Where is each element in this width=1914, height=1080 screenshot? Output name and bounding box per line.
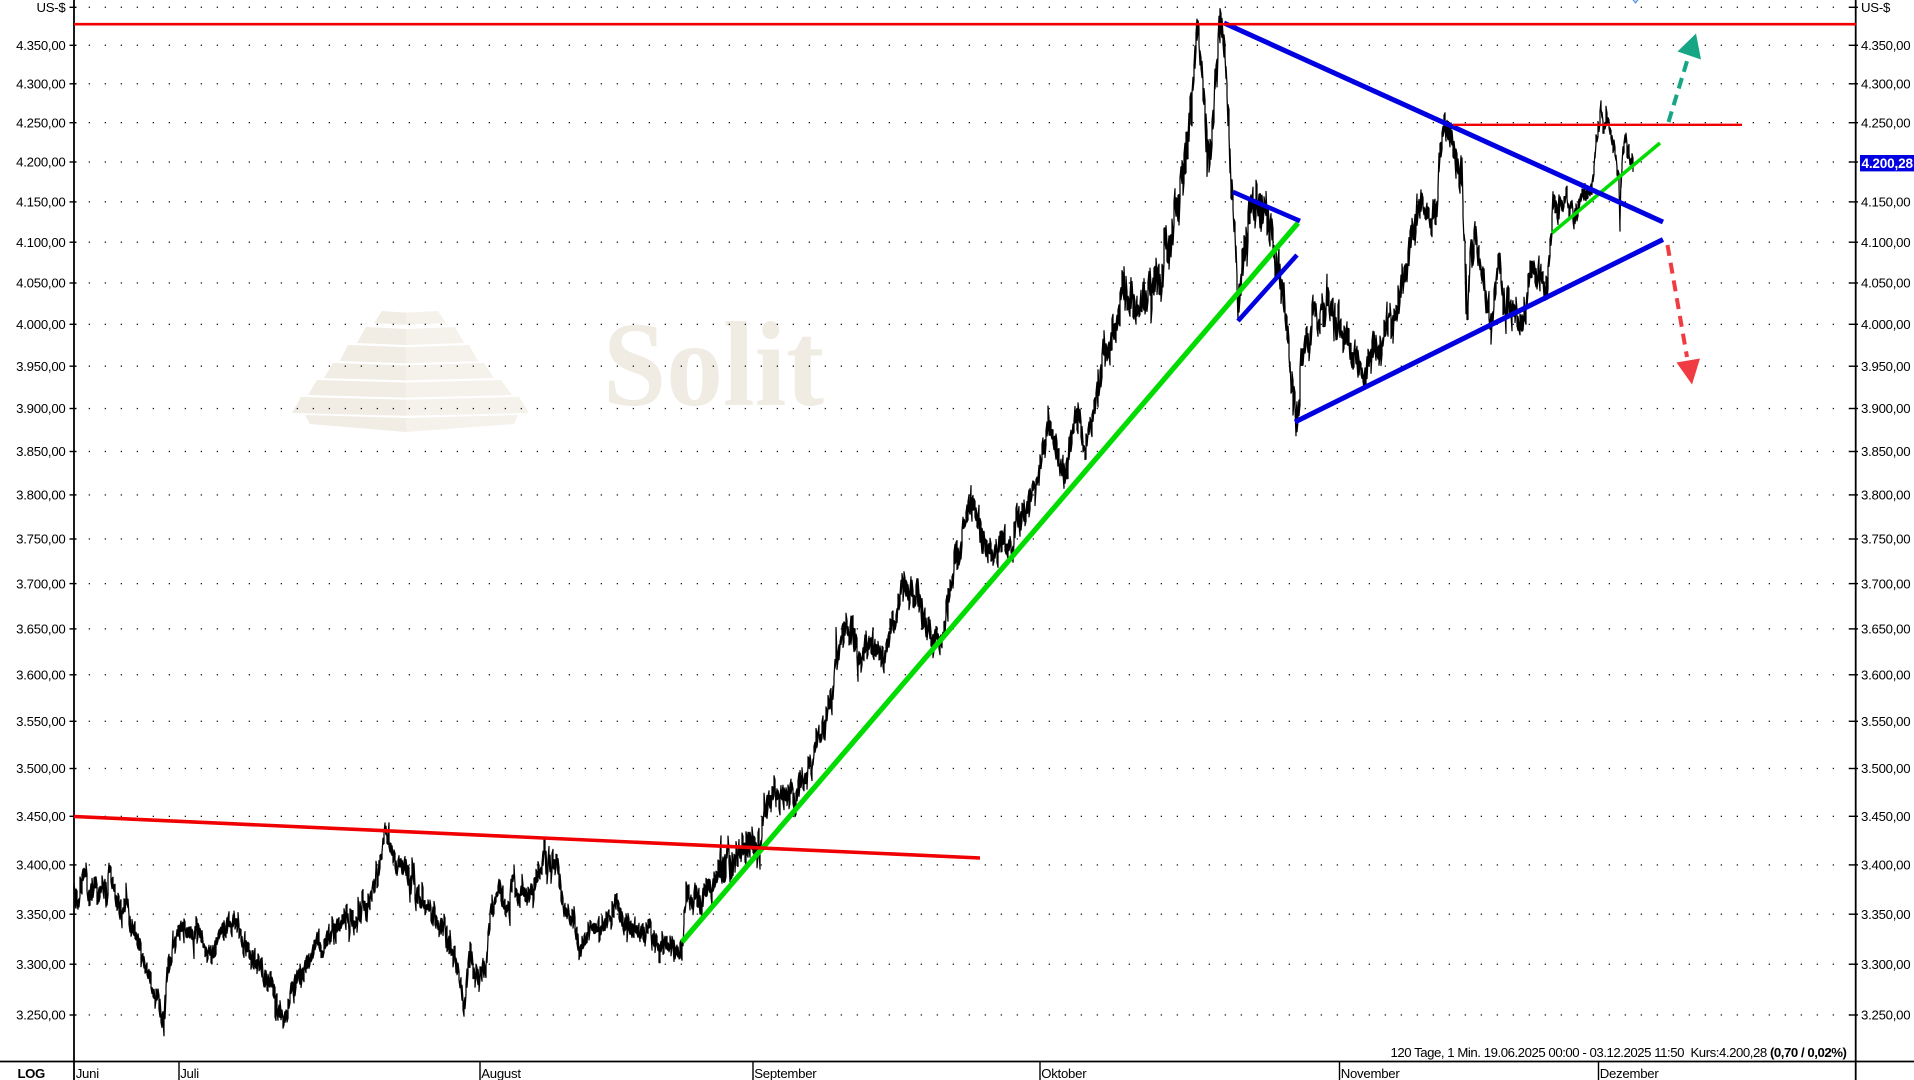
svg-text:4.200,00: 4.200,00 xyxy=(16,155,65,170)
svg-text:4.050,00: 4.050,00 xyxy=(1861,276,1910,291)
svg-text:3.700,00: 3.700,00 xyxy=(16,576,65,591)
svg-text:Dezember: Dezember xyxy=(1600,1066,1660,1080)
svg-text:4.350,00: 4.350,00 xyxy=(16,38,65,53)
svg-text:3.900,00: 3.900,00 xyxy=(16,401,65,416)
svg-text:3.850,00: 3.850,00 xyxy=(1861,444,1910,459)
svg-text:3.500,00: 3.500,00 xyxy=(16,761,65,776)
svg-text:3.450,00: 3.450,00 xyxy=(1861,809,1910,824)
svg-text:4.150,00: 4.150,00 xyxy=(16,195,65,210)
svg-text:3.950,00: 3.950,00 xyxy=(16,359,65,374)
svg-text:November: November xyxy=(1341,1066,1401,1080)
svg-text:September: September xyxy=(754,1066,817,1080)
svg-text:US-$: US-$ xyxy=(36,0,66,15)
svg-text:3.900,00: 3.900,00 xyxy=(1861,401,1910,416)
svg-text:3.550,00: 3.550,00 xyxy=(16,714,65,729)
svg-text:3.800,00: 3.800,00 xyxy=(16,488,65,503)
svg-text:3.250,00: 3.250,00 xyxy=(1861,1008,1910,1023)
svg-text:120 Tage, 1 Min. 19.06.2025 00: 120 Tage, 1 Min. 19.06.2025 00:00 - 03.1… xyxy=(1390,1045,1846,1060)
svg-text:3.300,00: 3.300,00 xyxy=(16,957,65,972)
svg-text:4.150,00: 4.150,00 xyxy=(1861,195,1910,210)
svg-text:LOG: LOG xyxy=(18,1066,46,1080)
svg-text:4.250,00: 4.250,00 xyxy=(16,115,65,130)
svg-text:4.000,00: 4.000,00 xyxy=(1861,317,1910,332)
svg-text:3.500,00: 3.500,00 xyxy=(1861,761,1910,776)
svg-text:4.300,00: 4.300,00 xyxy=(1861,77,1910,92)
svg-text:3.750,00: 3.750,00 xyxy=(1861,532,1910,547)
svg-text:3.350,00: 3.350,00 xyxy=(1861,907,1910,922)
svg-text:3.450,00: 3.450,00 xyxy=(16,809,65,824)
svg-text:3.650,00: 3.650,00 xyxy=(16,622,65,637)
svg-text:3.700,00: 3.700,00 xyxy=(1861,576,1910,591)
svg-text:3.550,00: 3.550,00 xyxy=(1861,714,1910,729)
svg-text:3.400,00: 3.400,00 xyxy=(16,858,65,873)
svg-text:3.950,00: 3.950,00 xyxy=(1861,359,1910,374)
svg-text:4.000,00: 4.000,00 xyxy=(16,317,65,332)
svg-text:3.800,00: 3.800,00 xyxy=(1861,488,1910,503)
svg-text:4.300,00: 4.300,00 xyxy=(16,77,65,92)
svg-text:3.250,00: 3.250,00 xyxy=(16,1008,65,1023)
svg-text:3.650,00: 3.650,00 xyxy=(1861,622,1910,637)
svg-text:3.350,00: 3.350,00 xyxy=(16,907,65,922)
svg-text:US-$: US-$ xyxy=(1861,0,1891,15)
svg-text:3.750,00: 3.750,00 xyxy=(16,532,65,547)
svg-text:Juni: Juni xyxy=(76,1066,100,1080)
svg-text:4.100,00: 4.100,00 xyxy=(1861,235,1910,250)
svg-text:Oktober: Oktober xyxy=(1041,1066,1087,1080)
svg-text:4.050,00: 4.050,00 xyxy=(16,276,65,291)
svg-text:4.100,00: 4.100,00 xyxy=(16,235,65,250)
svg-text:4.350,00: 4.350,00 xyxy=(1861,38,1910,53)
svg-text:3.600,00: 3.600,00 xyxy=(16,668,65,683)
svg-text:3.850,00: 3.850,00 xyxy=(16,444,65,459)
svg-text:4.250,00: 4.250,00 xyxy=(1861,115,1910,130)
svg-text:Juli: Juli xyxy=(180,1066,199,1080)
svg-text:4.200,28: 4.200,28 xyxy=(1862,156,1914,171)
svg-text:3.300,00: 3.300,00 xyxy=(1861,957,1910,972)
svg-text:3.600,00: 3.600,00 xyxy=(1861,668,1910,683)
svg-text:August: August xyxy=(481,1066,521,1080)
svg-text:3.400,00: 3.400,00 xyxy=(1861,858,1910,873)
